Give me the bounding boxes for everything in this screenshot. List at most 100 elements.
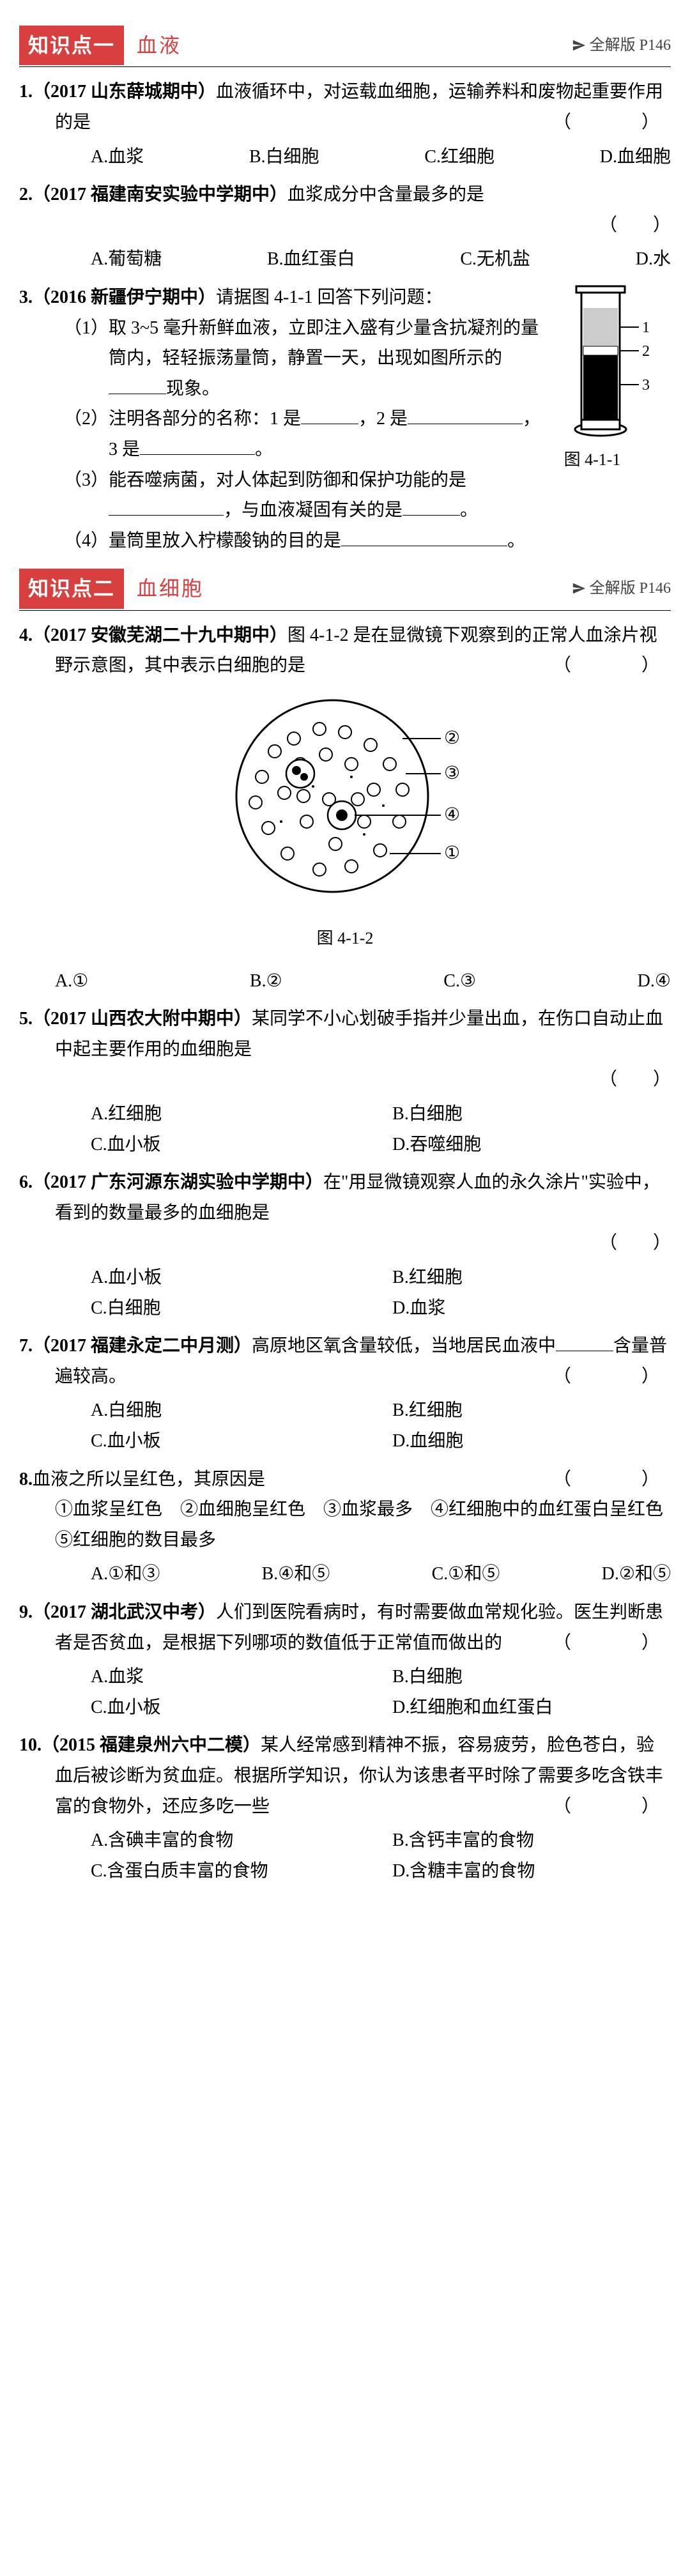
question-2: 2.（2017 福建南安实验中学期中）血浆成分中含量最多的是 （ ） A.葡萄糖… <box>19 180 671 275</box>
blank <box>556 1333 613 1351</box>
section2-page-ref: 全解版 P146 <box>572 576 671 602</box>
q3-num: 3. <box>19 288 33 307</box>
q3-stem: 请据图 4-1-1 回答下列问题： <box>216 288 443 307</box>
q2-paren: （ ） <box>599 215 671 235</box>
q7-B: B.红细胞 <box>392 1395 671 1426</box>
q9-D: D.红细胞和血红蛋白 <box>392 1692 671 1723</box>
section1-label: 知识点一 <box>19 26 124 65</box>
q8-paren: （ ） <box>589 1464 671 1495</box>
q10-D: D.含糖丰富的食物 <box>392 1856 671 1887</box>
q7-C: C.血小板 <box>91 1426 369 1457</box>
section1-title: 血液 <box>137 28 181 63</box>
q1-options: A.血浆 B.白细胞 C.红细胞 D.血细胞 <box>55 142 671 172</box>
q8-B: B.④和⑤ <box>262 1559 330 1590</box>
question-5: 5.（2017 山西农大附中期中）某同学不小心划破手指并少量出血，在伤口自动止血… <box>19 1004 671 1160</box>
q1-A: A.血浆 <box>91 142 144 172</box>
question-10: 10.（2015 福建泉州六中二模）某人经常感到精神不振，容易疲劳，脸色苍白，验… <box>19 1730 671 1886</box>
blank <box>301 406 358 424</box>
q1-D: D.血细胞 <box>600 142 671 172</box>
q9-num: 9. <box>19 1602 33 1622</box>
fig412-caption: 图 4-1-2 <box>19 924 671 953</box>
q8-C: C.①和⑤ <box>432 1559 500 1590</box>
section1-page-ref: 全解版 P146 <box>572 33 671 59</box>
q9-paren: （ ） <box>589 1628 671 1659</box>
q1-source: （2017 山东薛城期中） <box>33 82 216 102</box>
blank <box>109 498 224 516</box>
q2-B: B.血红蛋白 <box>267 244 355 275</box>
blank <box>341 528 507 546</box>
question-3: 3.（2016 新疆伊宁期中）请据图 4-1-1 回答下列问题： 1 2 3 图… <box>19 282 671 556</box>
figure-microscope: ② ③ ④ ① 图 4-1-2 <box>19 694 671 953</box>
question-1: 1.（2017 山东薛城期中）血液循环中，对运载血细胞，运输养料和废物起重要作用… <box>19 77 671 172</box>
q6-C: C.白细胞 <box>91 1293 369 1324</box>
section2-title: 血细胞 <box>137 571 204 606</box>
q5-C: C.血小板 <box>91 1130 369 1160</box>
q10-options: A.含碘丰富的食物 B.含钙丰富的食物 C.含蛋白质丰富的食物 D.含糖丰富的食… <box>55 1825 671 1886</box>
question-7: 7.（2017 福建永定二中月测）高原地区氧含量较低，当地居民血液中含量普遍较高… <box>19 1331 671 1456</box>
section1-pageref-text: 全解版 P146 <box>590 33 671 59</box>
q6-D: D.血浆 <box>392 1293 671 1324</box>
q8-items: ①血浆呈红色 ②血细胞呈红色 ③血浆最多 ④红细胞中的血红蛋白呈红色 ⑤红细胞的… <box>55 1494 671 1555</box>
q7-D: D.血细胞 <box>392 1426 671 1457</box>
q10-C: C.含蛋白质丰富的食物 <box>91 1856 369 1887</box>
send-icon <box>572 38 586 52</box>
question-4: 4.（2017 安徽芜湖二十九中期中）图 4-1-2 是在显微镜下观察到的正常人… <box>19 620 671 681</box>
q9-source: （2017 湖北武汉中考） <box>33 1602 216 1622</box>
q8-A: A.①和③ <box>91 1559 160 1590</box>
q6-B: B.红细胞 <box>392 1262 671 1293</box>
q6-paren: （ ） <box>599 1233 671 1253</box>
q3-source: （2016 新疆伊宁期中） <box>33 288 216 307</box>
q1-num: 1. <box>19 82 33 102</box>
q9-A: A.血浆 <box>91 1662 369 1692</box>
q2-stem: 血浆成分中含量最多的是 <box>288 185 484 204</box>
q2-options: A.葡萄糖 B.血红蛋白 C.无机盐 D.水 <box>55 244 671 275</box>
test-tube-svg: 1 2 3 <box>562 282 658 442</box>
q10-B: B.含钙丰富的食物 <box>392 1825 671 1856</box>
q5-paren: （ ） <box>599 1070 671 1089</box>
tube-label-2: 2 <box>642 343 650 360</box>
q8-options: A.①和③ B.④和⑤ C.①和⑤ D.②和⑤ <box>55 1559 671 1590</box>
blank <box>402 498 460 516</box>
q5-options: A.红细胞 B.白细胞 C.血小板 D.吞噬细胞 <box>55 1099 671 1160</box>
q5-A: A.红细胞 <box>91 1099 369 1130</box>
q1-paren: （ ） <box>589 107 671 138</box>
fig411-caption: 图 4-1-1 <box>549 446 671 474</box>
q1-B: B.白细胞 <box>249 142 319 172</box>
q10-num: 10. <box>19 1735 42 1755</box>
q10-source: （2015 福建泉州六中二模） <box>42 1735 261 1755</box>
section2-pageref-text: 全解版 P146 <box>590 576 671 602</box>
q6-options: A.血小板 B.红细胞 C.白细胞 D.血浆 <box>55 1262 671 1323</box>
svg-text:③: ③ <box>444 763 460 783</box>
q5-num: 5. <box>19 1009 33 1029</box>
q4-A: A.① <box>55 966 88 997</box>
q4-B: B.② <box>250 966 282 997</box>
q8-D: D.②和⑤ <box>602 1559 671 1590</box>
section2-label: 知识点二 <box>19 569 124 608</box>
q8-stem: 血液之所以呈红色，其原因是 <box>33 1469 265 1489</box>
q4-paren: （ ） <box>589 650 671 681</box>
q8-num: 8. <box>19 1469 33 1489</box>
q6-source: （2017 广东河源东湖实验中学期中） <box>33 1172 323 1192</box>
q2-A: A.葡萄糖 <box>91 244 162 275</box>
q4-source: （2017 安徽芜湖二十九中期中） <box>33 625 288 645</box>
question-9: 9.（2017 湖北武汉中考）人们到医院看病时，有时需要做血常规化验。医生判断患… <box>19 1597 671 1722</box>
q2-D: D.水 <box>636 244 671 275</box>
svg-text:④: ④ <box>444 805 460 825</box>
q9-options: A.血浆 B.白细胞 C.血小板 D.红细胞和血红蛋白 <box>55 1662 671 1722</box>
q7-source: （2017 福建永定二中月测） <box>33 1336 252 1356</box>
figure-test-tube: 1 2 3 图 4-1-1 <box>549 282 671 474</box>
q4-num: 4. <box>19 625 33 645</box>
q1-C: C.红细胞 <box>424 142 494 172</box>
q2-num: 2. <box>19 185 33 204</box>
q3-p4: （4）量筒里放入柠檬酸钠的目的是。 <box>73 526 671 556</box>
q7-num: 7. <box>19 1336 33 1356</box>
q7-stemA: 高原地区氧含量较低，当地居民血液中 <box>252 1336 556 1356</box>
q6-num: 6. <box>19 1172 33 1192</box>
q2-source: （2017 福建南安实验中学期中） <box>33 185 288 204</box>
section-header-2: 知识点二 血细胞 全解版 P146 <box>19 569 671 610</box>
blank <box>408 406 523 424</box>
tube-label-3: 3 <box>642 377 650 394</box>
q7-options: A.白细胞 B.红细胞 C.血小板 D.血细胞 <box>55 1395 671 1456</box>
svg-text:①: ① <box>444 843 460 863</box>
q5-B: B.白细胞 <box>392 1099 671 1130</box>
